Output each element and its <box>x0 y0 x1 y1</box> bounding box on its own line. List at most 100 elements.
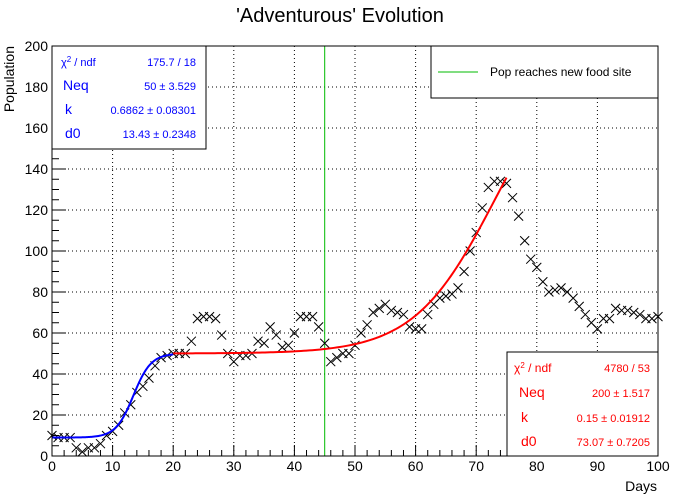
stats-box-1-frame <box>51 45 207 150</box>
data-point-marker <box>362 319 372 330</box>
stats-1-neq-label: Neq <box>63 77 89 93</box>
y-tick-label: 0 <box>40 448 48 464</box>
data-point-marker <box>307 311 318 322</box>
data-point-marker <box>592 324 603 334</box>
data-point-marker <box>186 336 197 347</box>
data-point-marker <box>368 307 379 318</box>
y-axis-label: Population <box>1 46 17 112</box>
data-point-marker <box>344 348 354 359</box>
x-tick-label: 10 <box>105 458 121 474</box>
data-point-marker <box>77 447 88 457</box>
stats-box-2-frame <box>506 351 659 457</box>
stats-1-k-value: 0.6862 ± 0.08301 <box>110 105 196 117</box>
stats-1-k-label: k <box>65 101 73 117</box>
x-tick-label: 70 <box>468 458 484 474</box>
stats-2-chi2-value: 4780 / 53 <box>604 363 650 375</box>
y-tick-label: 180 <box>25 79 49 95</box>
data-point-marker <box>259 338 269 349</box>
fit-1-curve <box>52 353 174 439</box>
data-point-marker <box>477 203 488 213</box>
y-tick-label: 140 <box>25 161 49 177</box>
fit-curves <box>52 177 508 439</box>
data-point-marker <box>604 313 615 324</box>
x-tick-label: 60 <box>408 458 424 474</box>
x-tick-label: 80 <box>529 458 545 474</box>
x-tick-label: 0 <box>48 458 56 474</box>
y-tick-label: 120 <box>25 202 49 218</box>
data-point-marker <box>386 305 397 316</box>
data-point-marker <box>89 442 100 453</box>
data-point-marker <box>277 342 288 353</box>
stats-2-neq-value: 200 ± 1.517 <box>592 388 650 400</box>
data-point-marker <box>544 287 554 297</box>
data-point-marker <box>507 192 518 203</box>
data-point-marker <box>95 438 106 449</box>
data-point-marker <box>453 283 463 293</box>
data-point-marker <box>441 291 451 301</box>
data-point-marker <box>313 321 324 332</box>
data-point-marker <box>568 293 579 304</box>
data-point-marker <box>374 303 385 314</box>
stats-2-k-label: k <box>521 409 529 425</box>
data-point-marker <box>574 301 585 312</box>
data-point-marker <box>647 313 657 324</box>
stats-1-chi2-label: χ2 / ndf <box>61 55 97 69</box>
x-tick-label: 30 <box>226 458 242 474</box>
data-point-marker <box>459 266 469 277</box>
data-point-marker <box>634 309 645 320</box>
data-point-marker <box>204 311 215 322</box>
stats-2-k-value: 0.15 ± 0.01912 <box>577 413 650 425</box>
data-point-marker <box>519 235 530 246</box>
data-point-marker <box>610 303 621 314</box>
data-point-marker <box>253 336 263 347</box>
stats-2-d0-label: d0 <box>521 433 537 449</box>
stats-2-d0-value: 73.07 ± 0.7205 <box>577 437 650 449</box>
y-tick-label: 100 <box>25 243 49 259</box>
y-tick-label: 60 <box>32 325 48 341</box>
legend: Pop reaches new food site <box>430 45 659 99</box>
data-point-marker <box>271 330 282 340</box>
data-point-marker <box>404 321 415 332</box>
y-tick-label: 40 <box>32 366 48 382</box>
data-point-marker <box>422 309 433 320</box>
x-tick-label: 40 <box>287 458 303 474</box>
stats-1-d0-value: 13.43 ± 0.2348 <box>123 129 196 141</box>
data-point-marker <box>331 352 342 363</box>
data-point-marker <box>513 211 524 222</box>
data-point-marker <box>416 324 427 334</box>
data-point-marker <box>580 309 591 320</box>
fit-2-curve <box>173 177 508 355</box>
fit-stats-box-1: χ2 / ndf 175.7 / 18 Neq 50 ± 3.529 k 0.6… <box>51 45 207 150</box>
data-point-marker <box>525 254 536 265</box>
x-tick-label: 50 <box>347 458 363 474</box>
x-tick-label: 90 <box>590 458 606 474</box>
legend-label: Pop reaches new food site <box>490 65 632 79</box>
data-point-marker <box>283 340 294 351</box>
fit-stats-box-2: χ2 / ndf 4780 / 53 Neq 200 ± 1.517 k 0.1… <box>506 351 659 457</box>
data-point-marker <box>319 338 330 349</box>
data-point-marker <box>398 309 409 320</box>
data-point-marker <box>289 328 300 338</box>
data-point-marker <box>144 373 154 383</box>
y-tick-label: 200 <box>25 38 49 54</box>
data-point-marker <box>356 328 366 338</box>
data-point-marker <box>531 262 542 273</box>
data-point-marker <box>550 285 560 295</box>
x-tick-label: 100 <box>646 458 670 474</box>
data-point-marker <box>192 313 203 324</box>
y-tick-label: 160 <box>25 120 49 136</box>
data-point-marker <box>628 307 639 318</box>
data-point-marker <box>622 305 633 316</box>
stats-1-chi2-value: 175.7 / 18 <box>147 57 196 69</box>
stats-2-chi2-label: χ2 / ndf <box>514 361 552 375</box>
x-tick-label: 20 <box>165 458 181 474</box>
data-point-marker <box>465 246 475 256</box>
data-point-marker <box>556 283 566 293</box>
data-point-marker <box>71 442 82 453</box>
stats-1-d0-label: d0 <box>65 125 81 141</box>
stats-1-neq-value: 50 ± 3.529 <box>144 81 196 93</box>
data-point-marker <box>350 340 360 351</box>
data-point-marker <box>138 381 148 392</box>
data-point-marker <box>325 356 336 367</box>
